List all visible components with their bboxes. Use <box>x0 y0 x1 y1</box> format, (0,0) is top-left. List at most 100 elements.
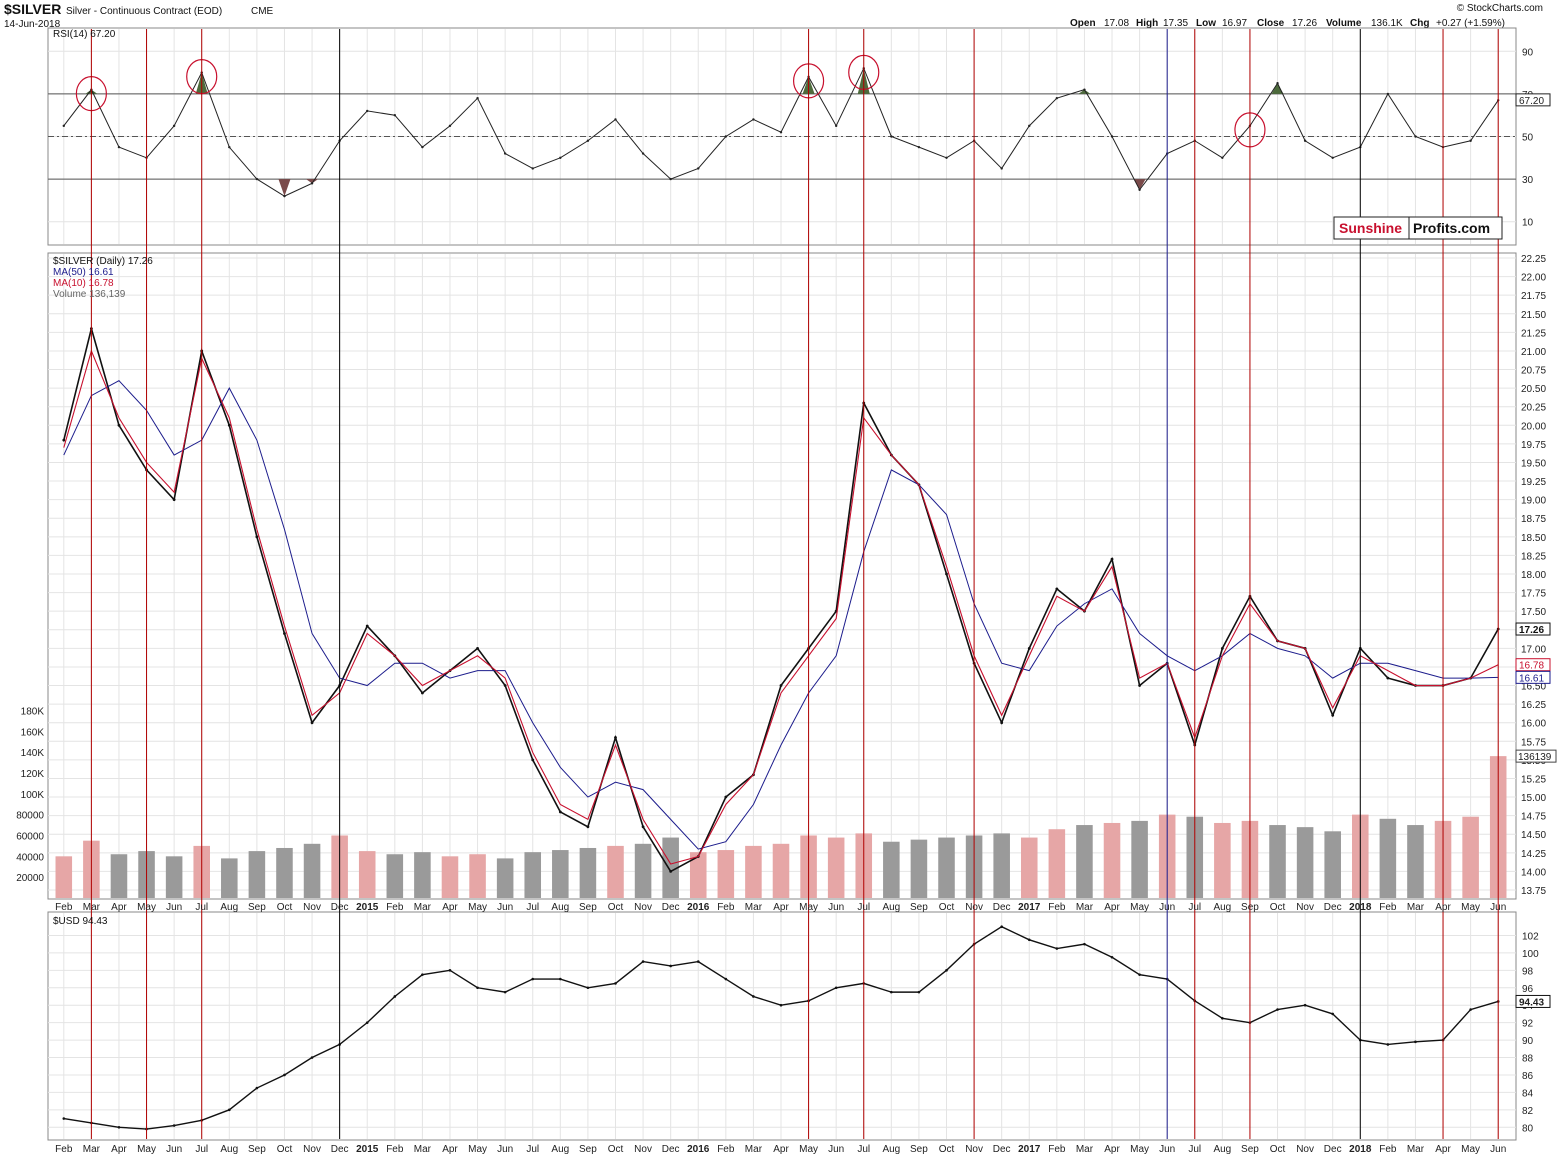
grid-lines <box>48 29 1516 1139</box>
month-label-upper: Jul <box>857 902 870 913</box>
month-label-lower: May <box>468 1144 487 1155</box>
usd-point <box>586 986 590 990</box>
month-label-upper: Feb <box>1379 902 1397 913</box>
volume-bar <box>221 858 238 898</box>
price-point <box>1000 721 1004 725</box>
rsi-overbought-fill <box>1271 83 1284 94</box>
usd-point <box>1221 1016 1224 1020</box>
price-tick-label: 15.75 <box>1521 737 1546 748</box>
rsi-point <box>1469 139 1472 142</box>
volume-bar <box>772 843 790 898</box>
volume-bar <box>552 850 569 898</box>
month-label-lower: 2017 <box>1018 1144 1041 1155</box>
usd-point <box>917 990 921 994</box>
usd-tick-label: 80 <box>1522 1123 1534 1134</box>
month-label-upper: May <box>137 902 156 913</box>
price-point <box>1138 684 1142 687</box>
volume-bar <box>938 837 955 898</box>
month-label-upper: Oct <box>1270 902 1286 913</box>
volume-bar <box>441 856 459 898</box>
usd-point <box>1414 1040 1417 1044</box>
usd-legend: $USD 94.43 <box>53 916 108 927</box>
rsi-point <box>779 131 783 134</box>
volume-bar <box>524 852 542 898</box>
price-point <box>1055 587 1059 591</box>
rsi-point <box>421 145 424 149</box>
volume-bars <box>55 756 1507 898</box>
rsi-point <box>1276 82 1279 85</box>
usd-tick-label: 96 <box>1522 984 1534 995</box>
volume-bar <box>469 854 486 898</box>
rsi-point <box>228 145 231 149</box>
usd-point <box>393 995 397 998</box>
volume-bar <box>1407 825 1424 898</box>
month-label-lower: Apr <box>1435 1144 1451 1155</box>
price-legend: $SILVER (Daily) 17.26 <box>53 256 153 267</box>
month-label-lower: Aug <box>220 1144 238 1155</box>
month-label-upper: Oct <box>608 902 624 913</box>
price-point <box>172 498 176 502</box>
volume-label: Volume <box>1326 18 1362 29</box>
chg-value: +0.27 (+1.59%) <box>1436 18 1505 29</box>
month-label-lower: May <box>1461 1144 1480 1155</box>
month-label-upper: May <box>468 902 487 913</box>
usd-point <box>779 1003 783 1007</box>
price-point <box>1220 646 1224 650</box>
volume-bar <box>303 843 321 898</box>
price-tick-label: 20.50 <box>1521 384 1546 395</box>
volume-bar <box>110 854 128 898</box>
price-point <box>531 758 535 762</box>
usd-point <box>834 986 838 990</box>
price-tick-label: 16.00 <box>1521 719 1546 730</box>
usd-point <box>448 969 452 972</box>
month-label-upper: Nov <box>303 902 321 913</box>
price-point <box>641 825 645 829</box>
month-label-lower: Dec <box>331 1144 349 1155</box>
month-label-lower: Feb <box>1379 1144 1397 1155</box>
rsi-point <box>586 139 590 142</box>
month-label-lower: Jul <box>1188 1144 1201 1155</box>
volume-last-box <box>1515 749 1557 763</box>
rsi-point <box>476 96 479 100</box>
price-tick-label: 19.25 <box>1521 477 1546 488</box>
rsi-point <box>1055 96 1059 100</box>
usd-point <box>421 973 424 976</box>
month-label-lower: Apr <box>442 1144 458 1155</box>
rsi-point <box>890 135 893 138</box>
price-tick-label: 17.50 <box>1521 607 1546 618</box>
volume-bar <box>745 845 762 898</box>
price-point <box>1386 676 1390 680</box>
low-label: Low <box>1196 18 1216 29</box>
usd-tick-label: 100 <box>1522 949 1539 960</box>
usd-point <box>696 960 700 963</box>
rsi-point <box>559 156 562 159</box>
month-label-lower: 2018 <box>1349 1144 1372 1155</box>
close-last-value: 17.26 <box>1519 625 1544 636</box>
month-label-upper: Jun <box>166 902 182 913</box>
month-label-upper: 2015 <box>356 902 379 913</box>
month-label-upper: Apr <box>111 902 127 913</box>
month-label-lower: Nov <box>303 1144 321 1155</box>
month-label-upper: Aug <box>882 902 900 913</box>
volume-tick-label: 160K <box>21 727 45 738</box>
volume-bar <box>910 839 928 898</box>
month-label-lower: 2015 <box>356 1144 379 1155</box>
volume-value: 136.1K <box>1371 18 1403 29</box>
volume-bar <box>1103 822 1121 898</box>
price-tick-label: 20.75 <box>1521 366 1546 377</box>
month-label-lower: May <box>799 1144 818 1155</box>
rsi-point <box>697 167 700 170</box>
usd-point <box>1331 1012 1334 1016</box>
usd-point <box>255 1086 259 1090</box>
price-tick-label: 19.00 <box>1521 496 1546 507</box>
price-point <box>558 810 562 814</box>
usd-point <box>531 977 535 981</box>
month-label-upper: Apr <box>1435 902 1451 913</box>
price-tick-label: 14.25 <box>1521 849 1546 860</box>
logo-left-text: Sunshine <box>1339 220 1402 236</box>
month-label-upper: May <box>799 902 818 913</box>
month-label-lower: Oct <box>608 1144 624 1155</box>
open-label: Open <box>1070 18 1096 29</box>
usd-point <box>365 1021 369 1024</box>
rsi-point <box>283 194 286 198</box>
